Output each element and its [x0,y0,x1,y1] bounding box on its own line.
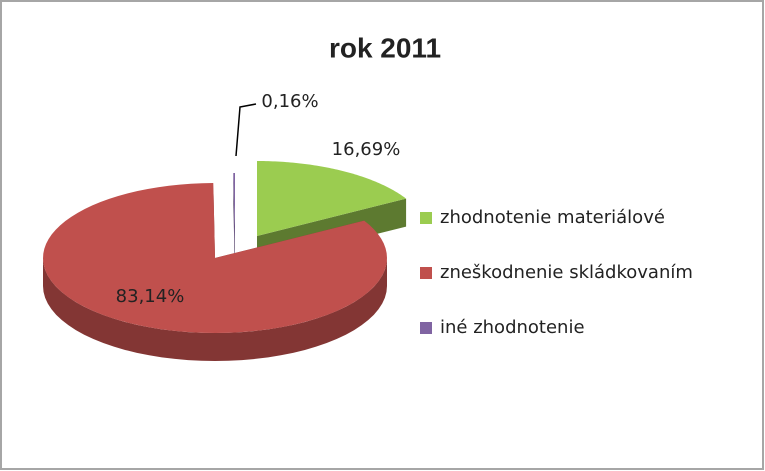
legend-swatch [420,322,432,334]
slice [43,183,387,333]
legend-label: zneškodnenie skládkovaním [440,262,693,283]
chart-title: rok 2011 [329,32,441,63]
data-label: 16,69% [332,139,401,160]
data-label: 0,16% [261,91,318,112]
legend-swatch [420,212,432,224]
data-label: 83,14% [116,286,185,307]
slice-side [43,258,387,361]
slice-wall [233,173,235,276]
leader-line [235,103,257,157]
slice [233,173,235,248]
legend-label: iné zhodnotenie [440,317,585,338]
legend-label: zhodnotenie materiálové [440,207,665,228]
legend-swatch [420,267,432,279]
slice [257,161,407,236]
